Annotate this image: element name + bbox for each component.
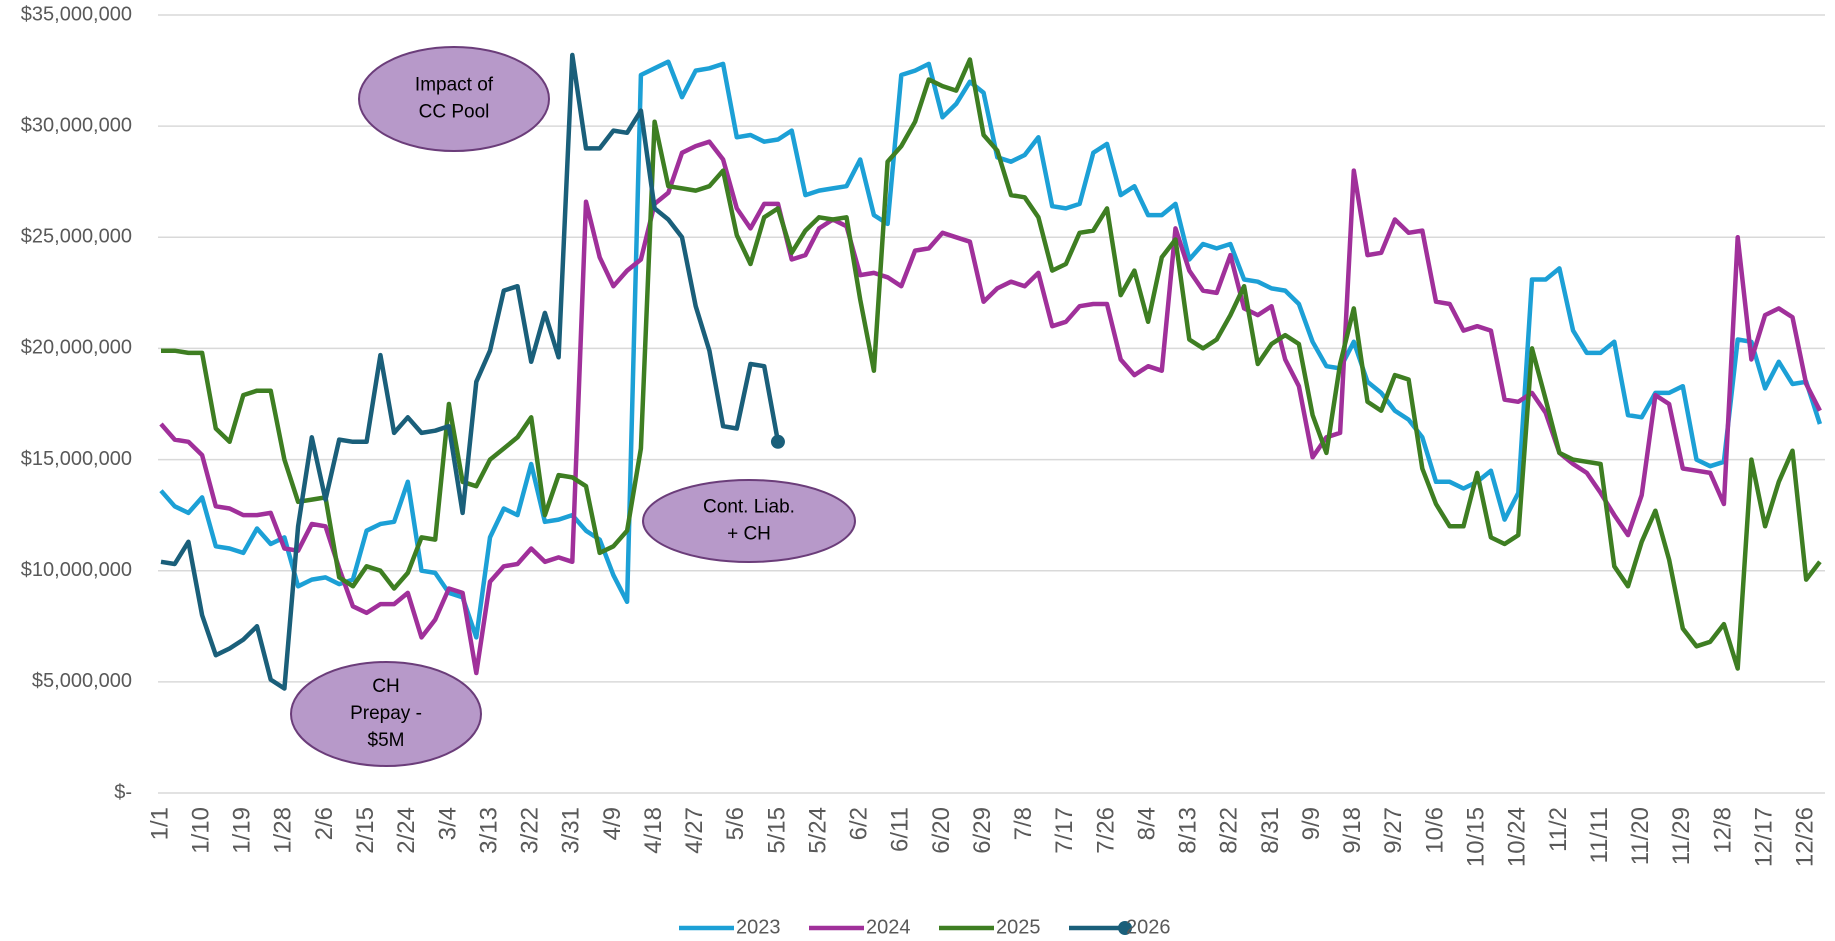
series-line [159,139,1822,676]
x-tick-label: 9/18 [1339,807,1366,854]
x-tick-label: 4/18 [640,807,667,854]
x-tick-label: 5/24 [804,807,831,854]
x-tick-label: 3/22 [517,807,544,854]
series-line [159,59,1823,640]
annotation-bubble [290,661,482,767]
annotation-text: + CH [727,524,771,545]
y-tick-label: $35,000,000 [21,3,132,25]
y-tick-label: $10,000,000 [21,559,132,581]
annotation-text: Cont. Liab. [703,497,795,518]
x-tick-label: 3/31 [558,807,585,854]
series-line [160,52,781,691]
legend-label: 2026 [1126,916,1171,938]
x-tick-label: 10/6 [1421,807,1448,854]
x-tick-label: 9/9 [1298,807,1325,840]
annotation-text: Prepay - [350,703,422,724]
x-tick-label: 6/2 [846,807,873,840]
x-tick-label: 2/15 [352,807,379,854]
x-tick-label: 7/8 [1010,807,1037,840]
series-line [161,57,1822,671]
x-tick-label: 12/17 [1750,807,1777,867]
annotation-bubble [358,46,550,152]
x-tick-label: 1/28 [270,807,297,854]
x-tick-label: 11/29 [1668,807,1695,865]
x-tick-label: 6/29 [969,807,996,854]
x-tick-label: 11/11 [1586,807,1613,864]
x-tick-label: 10/24 [1504,807,1531,867]
x-tick-label: 4/27 [681,807,708,854]
x-tick-label: 12/8 [1709,807,1736,854]
annotation-text: Impact of [415,75,494,96]
x-tick-label: 5/15 [763,807,790,854]
x-tick-label: 8/22 [1216,807,1243,854]
annotation-text: CC Pool [419,102,490,123]
y-tick-label: $15,000,000 [21,448,132,470]
x-tick-label: 3/4 [434,807,461,840]
x-tick-label: 8/4 [1133,807,1160,840]
x-tick-label: 7/17 [1051,807,1078,854]
x-tick-label: 8/13 [1175,807,1202,854]
x-tick-label: 2/6 [311,807,338,840]
y-tick-label: $30,000,000 [21,114,132,136]
x-tick-label: 6/20 [928,807,955,854]
x-tick-label: 1/1 [146,807,173,840]
x-tick-label: 9/27 [1380,807,1407,854]
x-tick-label: 10/15 [1463,807,1490,867]
x-tick-label: 12/26 [1792,807,1819,867]
x-tick-label: 1/10 [187,807,214,854]
annotation-text: CH [372,676,399,697]
x-tick-label: 2/24 [393,807,420,854]
x-tick-label: 11/20 [1627,807,1654,865]
legend-label: 2023 [736,916,781,938]
legend-marker [1118,921,1132,935]
x-tick-label: 7/26 [1092,807,1119,854]
series-end-marker [770,434,785,449]
x-tick-label: 1/19 [229,807,256,854]
x-tick-label: 3/13 [475,807,502,854]
x-tick-label: 8/31 [1257,807,1284,854]
x-tick-label: 6/11 [887,807,914,852]
y-tick-label: $5,000,000 [32,670,132,692]
legend-label: 2024 [866,916,911,938]
x-tick-label: 5/6 [722,807,749,840]
annotation-text: $5M [368,730,405,751]
x-tick-label: 11/2 [1545,807,1572,852]
y-tick-label: $20,000,000 [21,337,132,359]
legend-label: 2025 [996,916,1041,938]
x-tick-label: 4/9 [599,807,626,840]
y-tick-label: $- [114,781,132,803]
y-tick-label: $25,000,000 [21,226,132,248]
annotation-bubble [642,479,856,563]
